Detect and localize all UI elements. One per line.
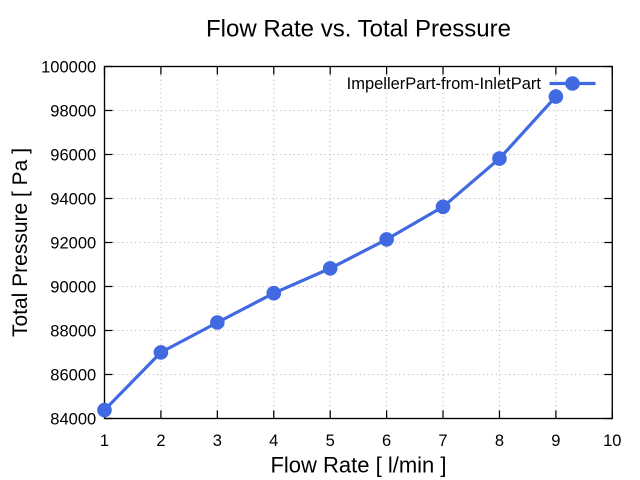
svg-text:Flow Rate vs. Total Pressure: Flow Rate vs. Total Pressure (206, 16, 511, 43)
svg-text:84000: 84000 (50, 411, 96, 429)
svg-text:86000: 86000 (50, 367, 96, 385)
svg-text:Flow Rate [ l/min ]: Flow Rate [ l/min ] (270, 453, 446, 478)
svg-text:88000: 88000 (50, 323, 96, 341)
svg-text:ImpellerPart-from-InletPart: ImpellerPart-from-InletPart (347, 75, 542, 93)
svg-text:6: 6 (382, 432, 391, 450)
svg-text:94000: 94000 (50, 191, 96, 209)
svg-text:5: 5 (326, 432, 335, 450)
svg-text:10: 10 (603, 432, 621, 450)
svg-text:3: 3 (213, 432, 222, 450)
svg-text:100000: 100000 (41, 59, 96, 77)
svg-text:7: 7 (438, 432, 447, 450)
svg-text:Total Pressure [ Pa ]: Total Pressure [ Pa ] (9, 148, 32, 337)
svg-text:4: 4 (269, 432, 278, 450)
svg-text:92000: 92000 (50, 235, 96, 253)
svg-text:90000: 90000 (50, 279, 96, 297)
svg-text:9: 9 (551, 432, 560, 450)
svg-text:2: 2 (156, 432, 165, 450)
svg-text:98000: 98000 (50, 103, 96, 121)
svg-text:1: 1 (100, 432, 109, 450)
svg-text:8: 8 (495, 432, 504, 450)
svg-text:96000: 96000 (50, 147, 96, 165)
